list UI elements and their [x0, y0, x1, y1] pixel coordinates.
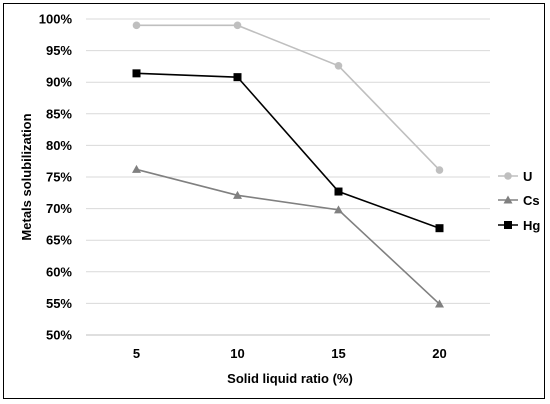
y-tick-label: 95%: [46, 43, 72, 58]
legend-marker: [504, 172, 512, 180]
data-point-u: [233, 21, 242, 30]
data-point-hg: [132, 69, 141, 78]
series-cs: [132, 164, 444, 308]
legend: U Cs Hg: [498, 169, 540, 233]
legend-label: Cs: [523, 193, 540, 208]
y-tick-label: 60%: [46, 264, 72, 279]
y-tick-label: 50%: [46, 328, 72, 343]
y-tick-label: 90%: [46, 75, 72, 90]
legend-marker: [504, 221, 512, 229]
y-tick-label: 75%: [46, 170, 72, 185]
x-tick-label: 5: [133, 346, 140, 361]
legend-item-u: U: [498, 169, 532, 184]
data-point-hg: [435, 224, 444, 233]
y-axis-ticks: 50% 55% 60% 65% 70% 75% 80% 85% 90% 95% 100%: [39, 12, 73, 343]
y-tick-label: 100%: [39, 12, 73, 27]
series-u: [132, 21, 444, 174]
data-point-cs: [132, 164, 141, 173]
data-point-cs: [435, 299, 444, 308]
series-line-u: [136, 24, 441, 171]
series-line-cs: [136, 168, 441, 305]
x-tick-label: 10: [230, 346, 244, 361]
y-axis-title: Metals solubilization: [19, 113, 34, 240]
series-lines: [132, 21, 444, 308]
y-tick-label: 65%: [46, 233, 72, 248]
data-point-u: [435, 166, 444, 174]
data-point-u: [334, 61, 343, 70]
data-point-hg: [233, 73, 242, 82]
y-tick-label: 70%: [46, 201, 72, 216]
legend-label: Hg: [523, 218, 540, 233]
legend-label: U: [523, 169, 532, 184]
y-tick-label: 80%: [46, 138, 72, 153]
y-tick-label: 55%: [46, 296, 72, 311]
legend-marker: [503, 195, 513, 204]
data-point-cs: [233, 190, 242, 199]
series-hg: [132, 69, 444, 233]
x-tick-label: 15: [331, 346, 345, 361]
x-axis-ticks: 5 10 15 20: [133, 346, 447, 361]
series-line-hg: [136, 72, 440, 229]
data-point-u: [132, 21, 141, 30]
x-tick-label: 20: [432, 346, 446, 361]
x-axis-title: Solid liquid ratio (%): [227, 371, 353, 386]
y-tick-label: 85%: [46, 106, 72, 121]
legend-item-hg: Hg: [498, 218, 540, 233]
data-point-hg: [334, 187, 343, 196]
gridlines: [86, 18, 490, 336]
legend-item-cs: Cs: [498, 193, 540, 208]
data-point-cs: [334, 205, 343, 214]
